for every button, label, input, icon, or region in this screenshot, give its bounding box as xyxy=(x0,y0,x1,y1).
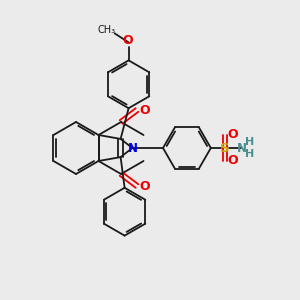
Text: H: H xyxy=(245,149,254,159)
Text: H: H xyxy=(245,137,254,147)
Text: O: O xyxy=(122,34,133,47)
Text: N: N xyxy=(237,142,247,154)
Text: O: O xyxy=(140,179,150,193)
Text: CH₃: CH₃ xyxy=(98,26,116,35)
Text: O: O xyxy=(140,103,150,116)
Text: N: N xyxy=(128,142,138,154)
Text: S: S xyxy=(220,142,230,154)
Text: O: O xyxy=(227,154,238,167)
Text: O: O xyxy=(227,128,238,142)
